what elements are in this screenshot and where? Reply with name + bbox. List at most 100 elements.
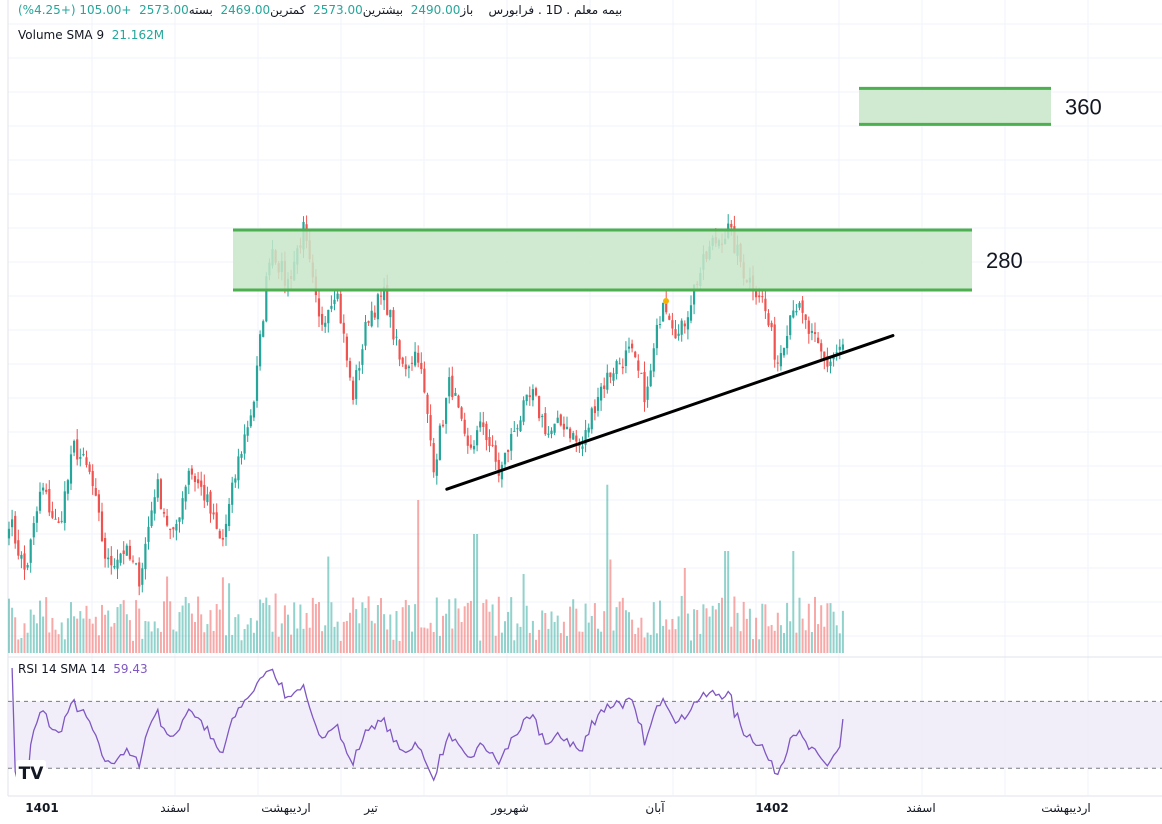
candle-body	[448, 377, 451, 397]
volume-bar	[631, 619, 634, 653]
volume-bar	[352, 597, 355, 653]
candle-body	[370, 310, 373, 327]
volume-bar	[128, 620, 131, 653]
volume-bar	[395, 611, 398, 653]
candle-body	[603, 385, 606, 390]
candle-body	[85, 457, 88, 466]
volume-bar	[8, 598, 10, 653]
volume-bar	[79, 611, 82, 653]
candle-body	[497, 459, 500, 476]
volume-bar	[665, 619, 668, 653]
candle-body	[159, 479, 162, 510]
candle-body	[572, 433, 575, 440]
candle-body	[581, 446, 584, 449]
volume-bar	[132, 640, 134, 653]
volume-bar	[634, 634, 637, 653]
candle-body	[596, 396, 600, 411]
volume-bar	[299, 604, 302, 653]
candle-body	[383, 286, 386, 301]
volume-bar	[773, 630, 776, 653]
candle-body	[776, 362, 779, 364]
volume-bar	[683, 568, 686, 653]
volume-bar	[730, 626, 733, 653]
volume-bar	[333, 626, 336, 653]
volume-bar	[832, 611, 835, 653]
low-value: 2469.00	[220, 3, 271, 17]
candle-body	[575, 435, 578, 442]
candle-body	[237, 456, 240, 481]
volume-bar	[147, 621, 150, 653]
candle-body	[317, 298, 321, 317]
volume-bar	[640, 617, 643, 653]
volume-bar	[507, 611, 510, 653]
volume-bar	[541, 610, 544, 653]
volume-bar	[11, 607, 14, 653]
support-trendline	[445, 334, 895, 491]
candle-body	[407, 366, 410, 369]
volume-bar	[110, 626, 113, 653]
volume-bar	[277, 636, 280, 653]
volume-bar	[696, 610, 699, 653]
candle-body	[82, 454, 85, 456]
candle-body	[35, 511, 38, 523]
candle-body	[29, 539, 32, 563]
candle-body	[668, 315, 671, 320]
candle-body	[730, 223, 733, 228]
volume-bar	[745, 618, 748, 653]
volume-bar	[373, 623, 376, 653]
volume-bar	[581, 631, 584, 653]
x-tick-label: 1401	[25, 801, 58, 815]
volume-bar	[116, 607, 119, 653]
volume-bar	[172, 629, 175, 653]
candle-body	[172, 527, 175, 530]
volume-bar	[655, 633, 658, 653]
candle-body	[234, 478, 237, 483]
candle-body	[662, 302, 665, 322]
volume-bar	[510, 597, 513, 653]
resistance-zone	[859, 88, 1051, 125]
candle-body	[240, 453, 243, 458]
candle-body	[838, 346, 841, 350]
candle-body	[547, 433, 550, 435]
volume-bar	[234, 617, 237, 653]
candle-body	[423, 368, 426, 393]
volume-bar	[597, 628, 599, 653]
candle-body	[550, 430, 553, 435]
candle-body	[414, 351, 417, 366]
volume-bar	[618, 601, 621, 653]
volume-bar	[225, 635, 227, 653]
volume-bar	[125, 614, 128, 653]
volume-bar	[702, 604, 705, 653]
candle-body	[491, 444, 494, 446]
volume-bar	[429, 622, 432, 653]
candle-body	[94, 487, 97, 496]
volume-bar	[212, 630, 215, 653]
volume-bar	[32, 614, 35, 653]
tradingview-logo-icon[interactable]: TV	[16, 760, 46, 788]
volume-bar	[194, 622, 196, 653]
candle-body	[246, 427, 249, 436]
candle-body	[420, 362, 423, 370]
candle-body	[333, 299, 336, 305]
candle-body	[355, 370, 358, 399]
volume-bar	[522, 573, 525, 653]
volume-bar	[302, 628, 305, 653]
candle-body	[218, 530, 221, 539]
rsi-legend: RSI 14 SMA 14 59.43	[18, 662, 148, 676]
volume-bar	[488, 611, 491, 653]
zone-label: 280	[986, 248, 1023, 273]
volume-bar	[215, 604, 218, 653]
volume-bar	[767, 626, 770, 653]
candle-body	[810, 330, 813, 333]
candle-body	[476, 430, 479, 446]
candle-body	[801, 300, 804, 313]
volume-bar	[668, 629, 671, 653]
volume-bar	[779, 625, 782, 653]
volume-bar	[519, 626, 522, 653]
candle-body	[389, 309, 392, 318]
candle-body	[51, 511, 54, 518]
volume-bar	[693, 609, 696, 653]
volume-bar	[237, 614, 240, 653]
